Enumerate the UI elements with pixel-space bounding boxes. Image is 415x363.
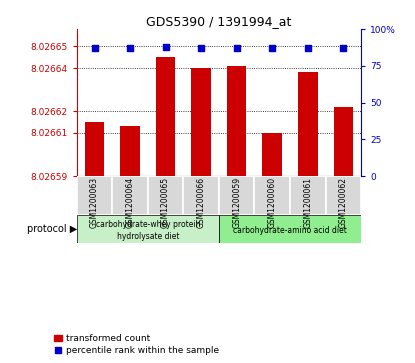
Bar <box>334 107 353 176</box>
Point <box>269 45 276 51</box>
Text: GSM1200066: GSM1200066 <box>197 177 206 228</box>
Text: carbohydrate-amino acid diet: carbohydrate-amino acid diet <box>233 226 347 235</box>
Bar <box>156 57 176 176</box>
Bar <box>262 133 282 176</box>
Bar <box>298 72 317 176</box>
Point <box>305 45 311 51</box>
Bar <box>191 68 211 176</box>
Point <box>340 45 347 51</box>
Bar <box>219 215 361 243</box>
Bar <box>254 176 290 215</box>
Text: protocol ▶: protocol ▶ <box>27 224 77 234</box>
Point <box>162 44 169 50</box>
Point <box>198 45 205 51</box>
Bar <box>227 66 247 176</box>
Point <box>127 45 133 51</box>
Bar <box>77 215 219 243</box>
Text: GSM1200063: GSM1200063 <box>90 177 99 228</box>
Point <box>91 45 98 51</box>
Text: carbohydrate-whey protein: carbohydrate-whey protein <box>95 220 200 229</box>
Bar <box>148 176 183 215</box>
Bar <box>112 176 148 215</box>
Legend: transformed count, percentile rank within the sample: transformed count, percentile rank withi… <box>50 331 223 359</box>
Bar <box>77 176 112 215</box>
Bar <box>85 122 104 176</box>
Title: GDS5390 / 1391994_at: GDS5390 / 1391994_at <box>146 15 292 28</box>
Bar <box>290 176 325 215</box>
Text: hydrolysate diet: hydrolysate diet <box>117 232 179 241</box>
Text: GSM1200065: GSM1200065 <box>161 177 170 228</box>
Bar <box>120 126 140 176</box>
Text: GSM1200060: GSM1200060 <box>268 177 277 228</box>
Point <box>233 45 240 51</box>
Text: GSM1200061: GSM1200061 <box>303 177 312 228</box>
Bar <box>325 176 361 215</box>
Bar <box>183 176 219 215</box>
Text: GSM1200064: GSM1200064 <box>126 177 134 228</box>
Text: GSM1200062: GSM1200062 <box>339 177 348 228</box>
Bar <box>219 176 254 215</box>
Text: GSM1200059: GSM1200059 <box>232 177 241 228</box>
